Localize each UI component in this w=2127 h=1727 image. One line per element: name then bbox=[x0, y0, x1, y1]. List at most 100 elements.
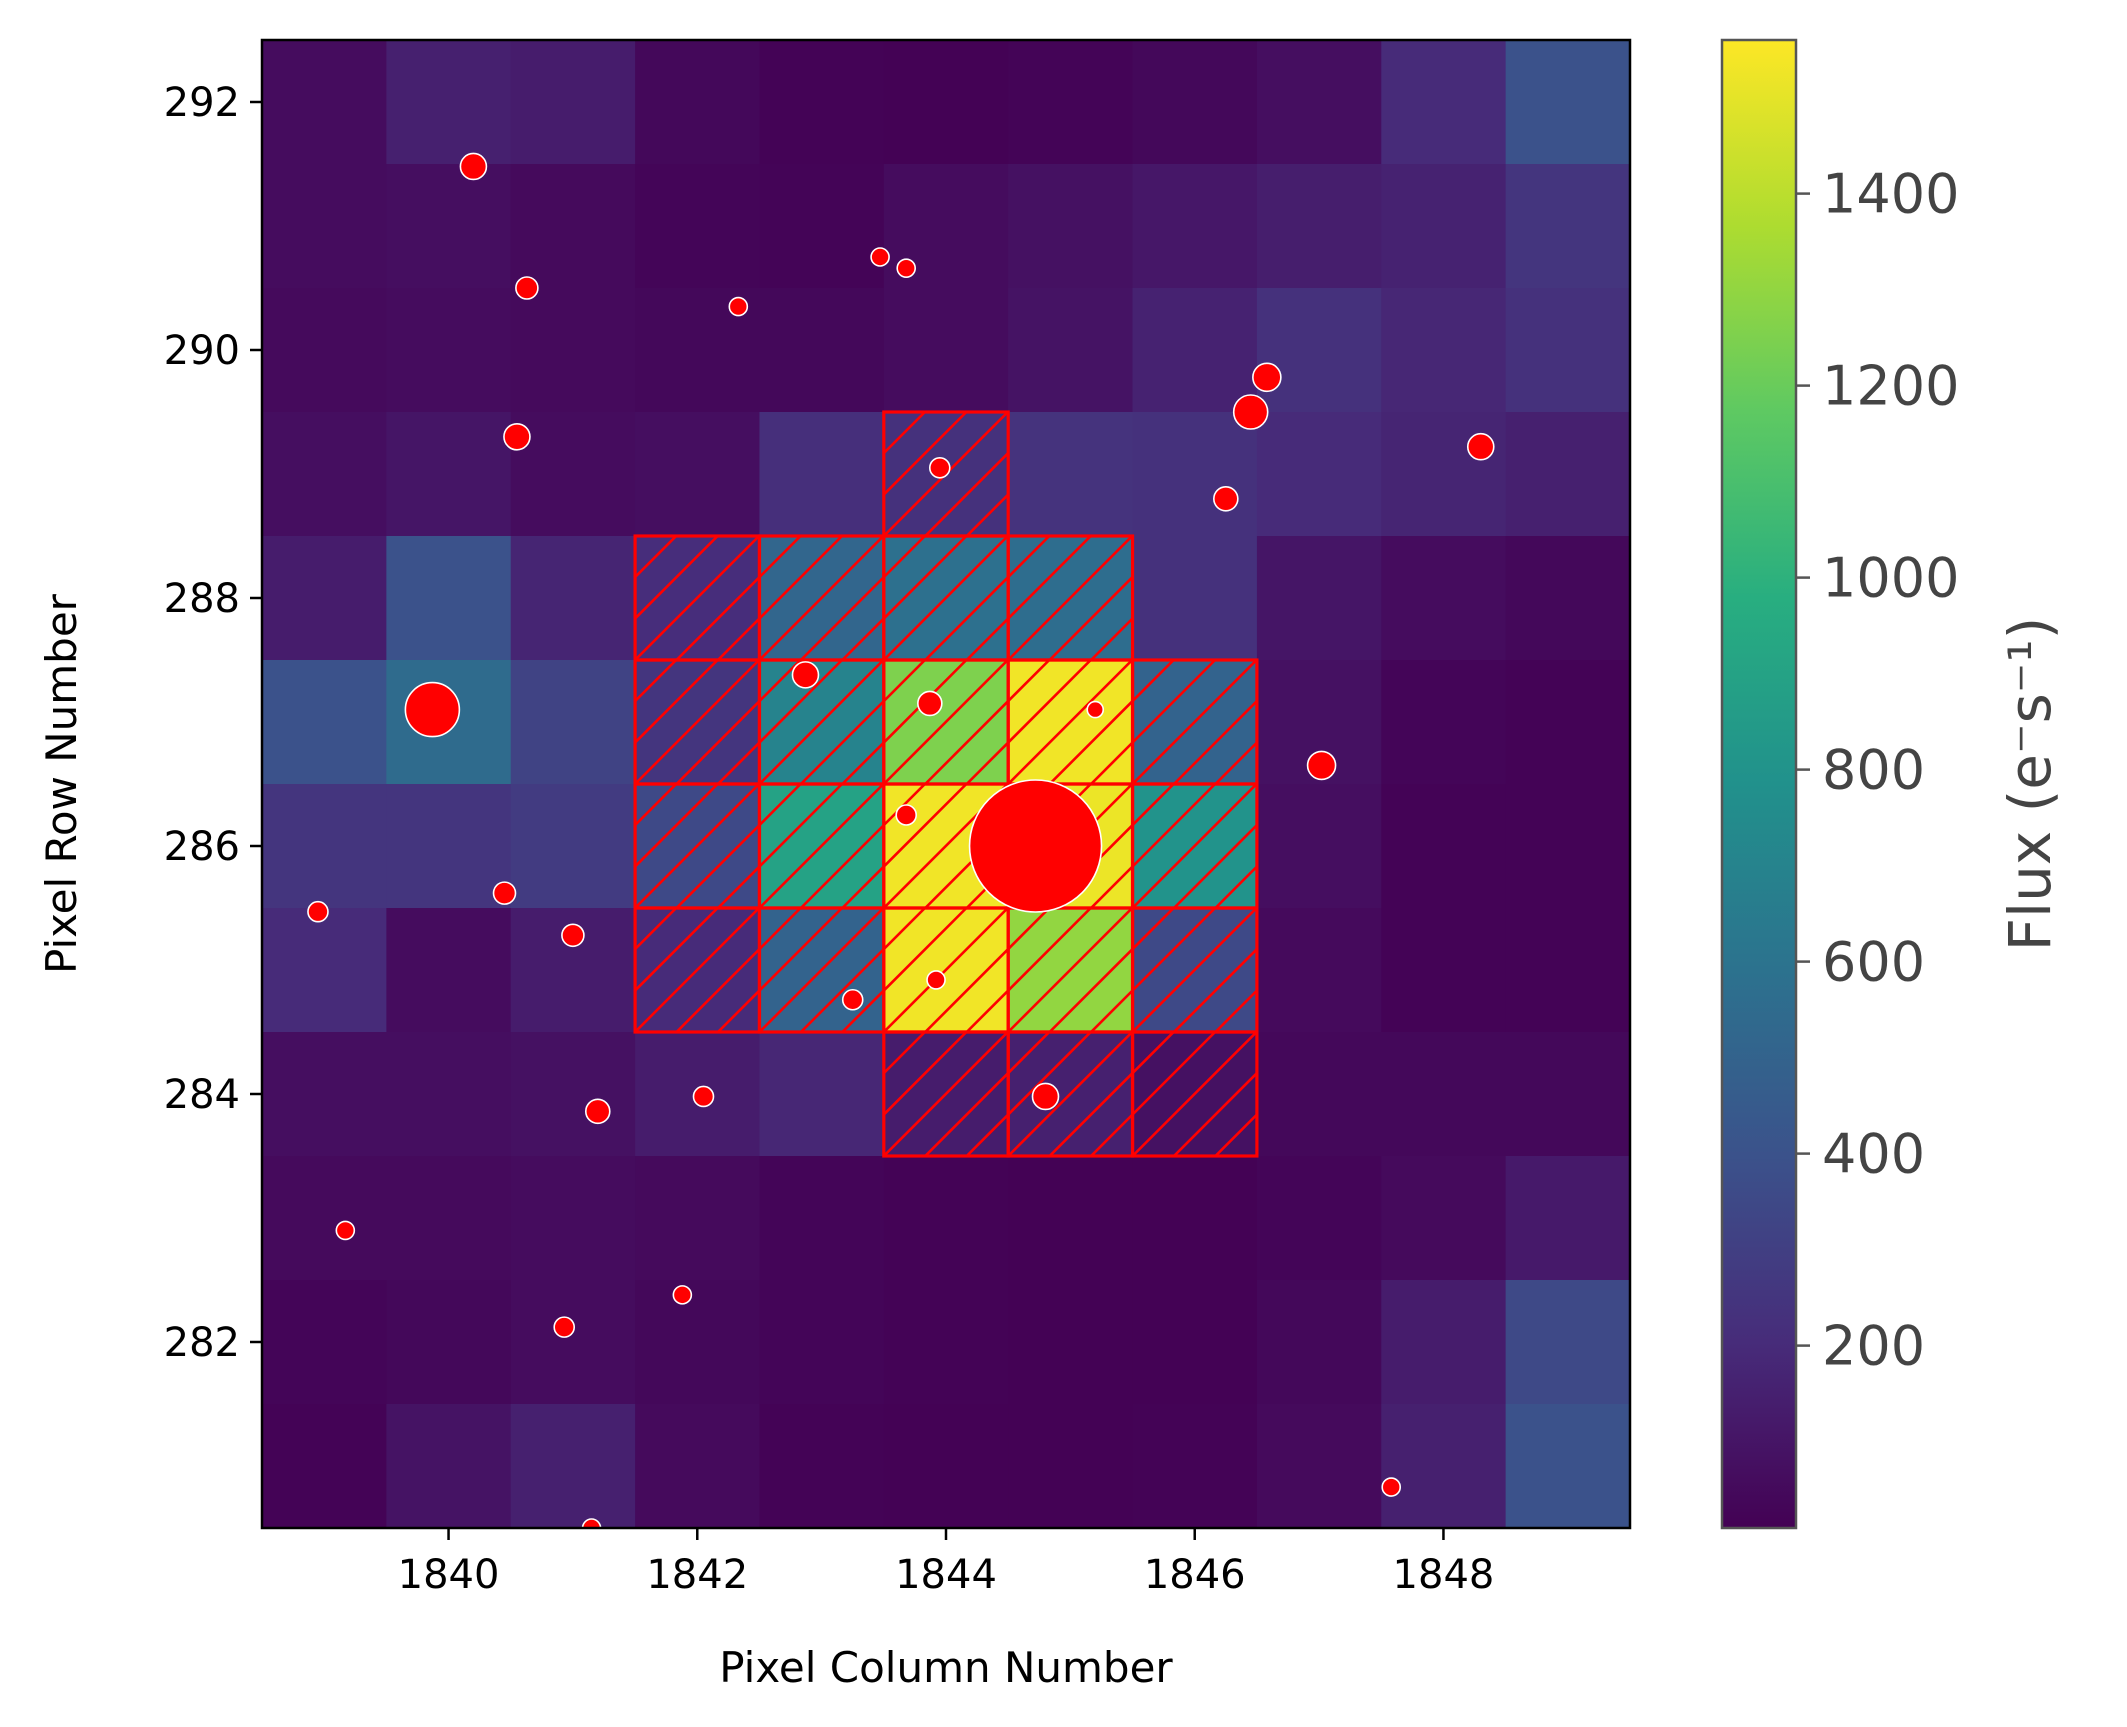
hatch-line bbox=[883, 1032, 926, 1075]
hatch-line bbox=[1173, 699, 1257, 784]
heatmap-cell bbox=[1256, 1156, 1382, 1281]
hatch-line bbox=[799, 823, 884, 908]
hatch-line bbox=[1090, 740, 1133, 784]
heatmap-cell bbox=[510, 288, 636, 413]
colorbar-tick-label: 400 bbox=[1822, 1123, 1925, 1186]
heatmap-cell bbox=[883, 1156, 1009, 1281]
hatch-line bbox=[1090, 988, 1133, 1032]
hatch-line bbox=[717, 740, 760, 784]
hatch-line bbox=[965, 492, 1009, 536]
heatmap-cell bbox=[1132, 1280, 1258, 1405]
hatch-line bbox=[965, 616, 1009, 660]
colorbar bbox=[1720, 38, 1798, 1530]
hatch-line bbox=[1008, 660, 1133, 784]
heatmap-cell bbox=[1505, 412, 1630, 537]
heatmap-cell bbox=[386, 1156, 512, 1281]
hatch-line bbox=[883, 536, 968, 621]
heatmap-cell bbox=[1132, 288, 1258, 413]
hatch-line bbox=[1048, 947, 1133, 1032]
heatmap-cell bbox=[1505, 784, 1630, 909]
hatch-line bbox=[1132, 908, 1217, 993]
heatmap-cell bbox=[510, 164, 636, 289]
aperture-hatch bbox=[759, 536, 884, 660]
heatmap-cell bbox=[1256, 1280, 1382, 1405]
hatch-line bbox=[1008, 908, 1051, 951]
hatch-line bbox=[1008, 536, 1092, 621]
hatch-line bbox=[635, 784, 678, 827]
hatch-line bbox=[841, 988, 884, 1032]
colorbar-tick-label: 1000 bbox=[1822, 547, 1959, 610]
heatmap-cell bbox=[759, 1280, 885, 1405]
hatch-line bbox=[635, 908, 719, 993]
heatmap-cell bbox=[262, 660, 387, 785]
heatmap-cell bbox=[1381, 412, 1507, 537]
hatch-line bbox=[717, 988, 760, 1032]
y-tick-label: 284 bbox=[164, 1072, 240, 1118]
hatch-line bbox=[1008, 1032, 1133, 1156]
hatch-line bbox=[1008, 660, 1092, 745]
star-marker bbox=[728, 296, 749, 317]
y-axis: 282 284 286 288 290 292 bbox=[164, 80, 262, 1366]
hatch-line bbox=[759, 908, 884, 1032]
hatch-line bbox=[1008, 1032, 1051, 1075]
heatmap-cell bbox=[1381, 908, 1507, 1033]
heatmap-cell bbox=[262, 1280, 387, 1405]
heatmap-cell bbox=[262, 40, 387, 165]
y-tick-label: 282 bbox=[164, 1320, 240, 1366]
star-marker bbox=[561, 923, 585, 948]
star-marker bbox=[584, 1098, 611, 1125]
hatch-line bbox=[1132, 784, 1217, 869]
heatmap-cell bbox=[1505, 660, 1630, 785]
hatch-line bbox=[1132, 1032, 1175, 1075]
hatch-line bbox=[759, 784, 843, 869]
hatch-line bbox=[1048, 1071, 1133, 1156]
hatch-line bbox=[924, 947, 1009, 1032]
hatch-line bbox=[675, 699, 760, 784]
hatch-line bbox=[1173, 1071, 1257, 1156]
heatmap-cell bbox=[510, 40, 636, 165]
aperture-hatch-layer bbox=[635, 412, 1257, 1156]
aperture-hatch bbox=[1008, 1032, 1133, 1156]
heatmap-cell bbox=[386, 1404, 512, 1528]
heatmap-cell bbox=[1381, 40, 1507, 165]
heatmap-cell bbox=[1505, 1032, 1630, 1157]
star-marker bbox=[1232, 394, 1269, 430]
hatch-line bbox=[1132, 784, 1257, 908]
hatch-line bbox=[1214, 740, 1257, 784]
star-marker bbox=[335, 1220, 356, 1241]
heatmap-cell bbox=[386, 784, 512, 909]
heatmap-cell bbox=[510, 1280, 636, 1405]
hatch-line bbox=[1214, 864, 1257, 908]
star-marker bbox=[1381, 1477, 1402, 1497]
heatmap-cell bbox=[759, 288, 885, 413]
star-marker bbox=[1031, 1082, 1060, 1111]
hatch-line bbox=[635, 536, 760, 660]
hatch-line bbox=[1132, 1032, 1217, 1117]
x-tick-label: 1846 bbox=[1144, 1552, 1246, 1598]
aperture-hatch bbox=[1008, 908, 1133, 1032]
star-marker bbox=[692, 1085, 715, 1108]
heatmap-cell bbox=[510, 660, 636, 785]
hatch-line bbox=[759, 536, 802, 579]
heatmap-cell bbox=[1256, 1404, 1382, 1528]
aperture-hatch bbox=[1008, 536, 1133, 660]
heatmap-cell bbox=[759, 412, 885, 537]
heatmap-cell bbox=[510, 1404, 636, 1528]
y-tick-label: 292 bbox=[164, 80, 240, 126]
hatch-line bbox=[717, 864, 760, 908]
hatch-line bbox=[635, 660, 719, 745]
hatch-line bbox=[883, 1032, 968, 1117]
stars-layer bbox=[307, 152, 1495, 1528]
hatch-line bbox=[1090, 1112, 1133, 1156]
star-marker bbox=[1306, 750, 1337, 781]
heatmap-cell bbox=[635, 164, 761, 289]
colorbar-tick-label: 600 bbox=[1822, 931, 1925, 994]
heatmap-cell bbox=[262, 1156, 387, 1281]
heatmap-cell bbox=[1381, 784, 1507, 909]
y-axis-label: Pixel Row Number bbox=[37, 593, 86, 974]
star-marker bbox=[1213, 485, 1239, 512]
heatmap-cell bbox=[1008, 412, 1134, 537]
star-marker bbox=[672, 1285, 693, 1305]
hatch-line bbox=[883, 536, 1009, 660]
heatmap-cell bbox=[1132, 412, 1258, 537]
